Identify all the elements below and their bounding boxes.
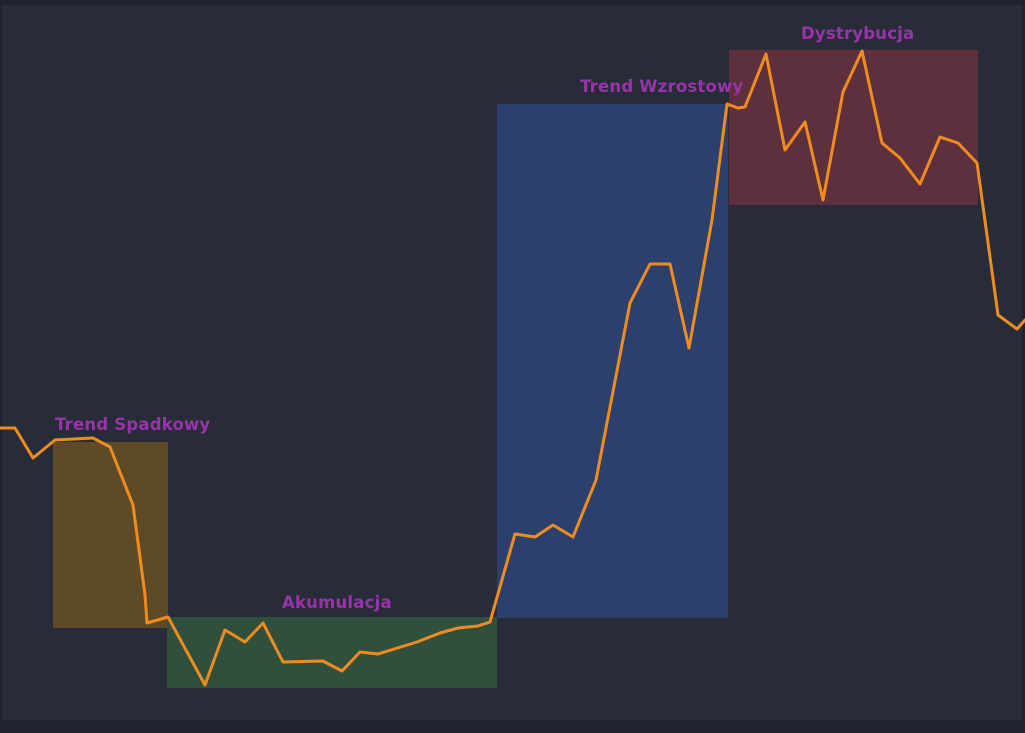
phase-region-0 [53, 442, 168, 628]
phase-region-2 [497, 104, 728, 618]
phase-region-3 [729, 50, 978, 205]
phase-label-distribution: Dystrybucja [801, 24, 915, 43]
phase-label-downtrend: Trend Spadkowy [55, 415, 211, 434]
phase-region-1 [167, 617, 497, 688]
price-line [0, 49, 1025, 687]
phase-label-accumulation: Akumulacja [282, 593, 392, 612]
phase-label-uptrend: Trend Wzrostowy [580, 77, 744, 96]
